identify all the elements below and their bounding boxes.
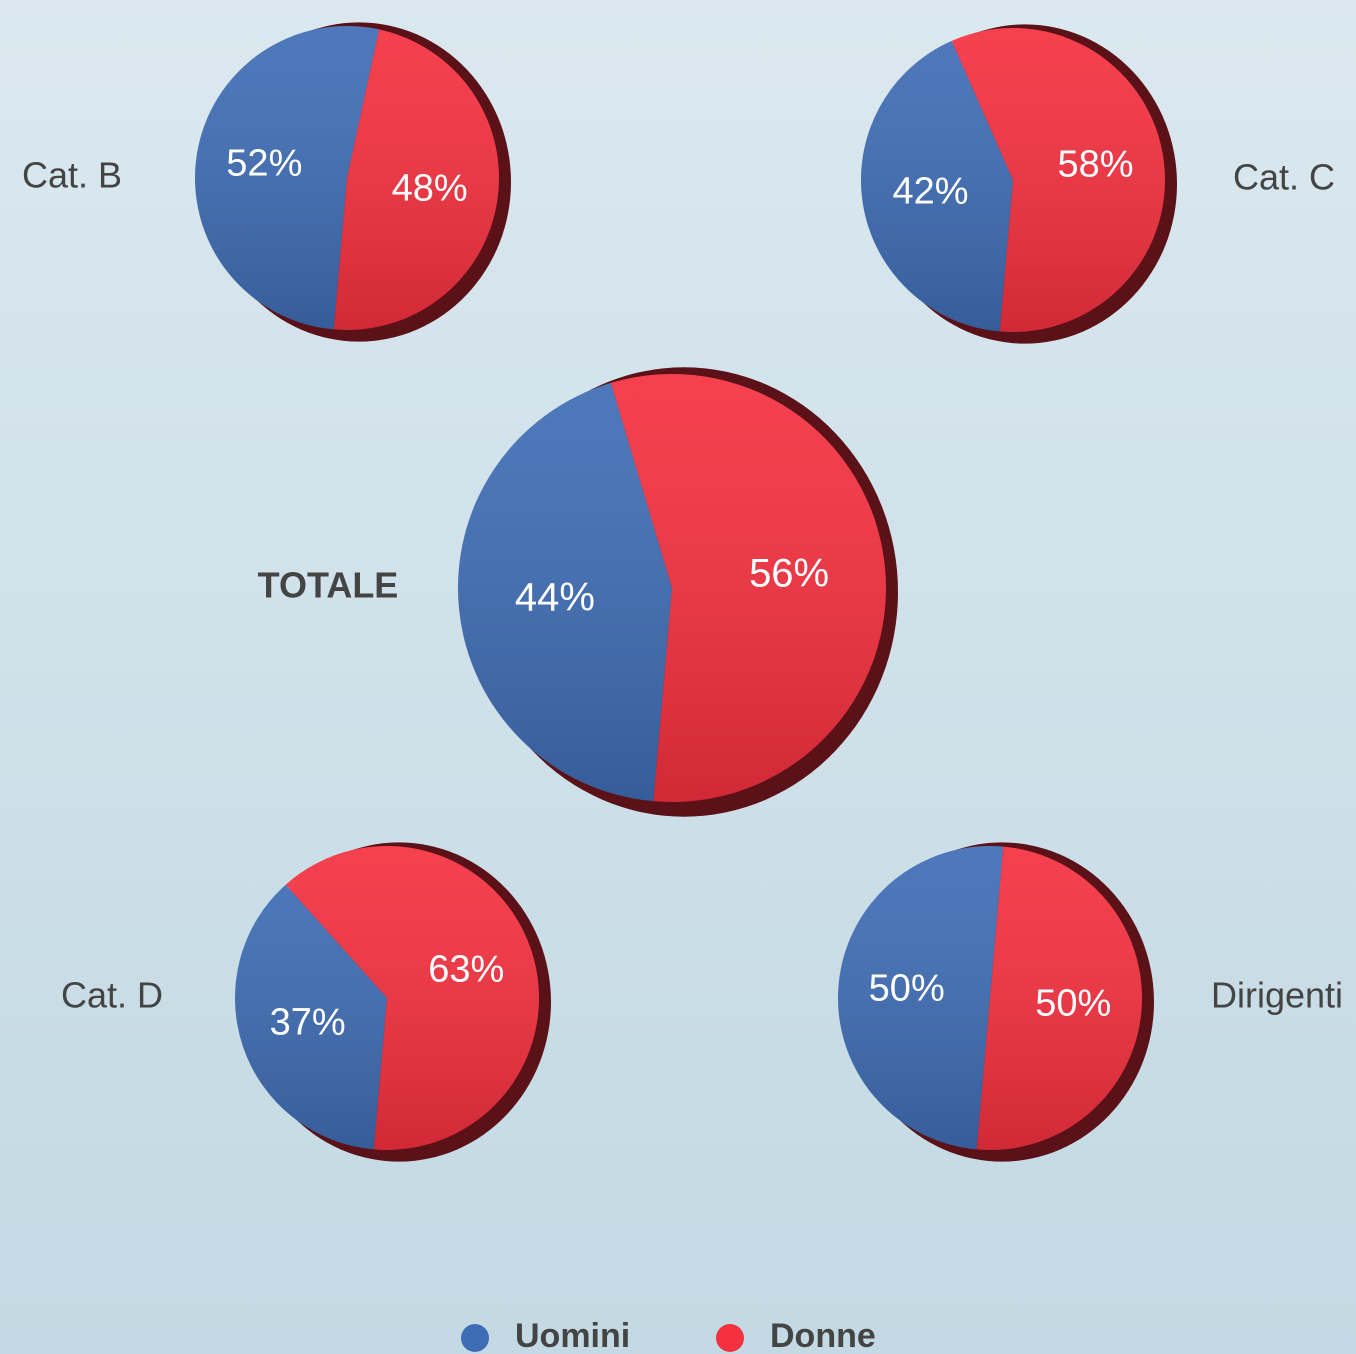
pie-shade (235, 846, 539, 1150)
pie-title: Cat. D (61, 975, 163, 1016)
pie-title: TOTALE (258, 565, 399, 606)
pie-shade (195, 26, 499, 330)
data-label: 37% (270, 1001, 346, 1043)
data-label: 42% (892, 171, 968, 213)
pie-title: Cat. B (22, 155, 122, 196)
legend-label: Donne (770, 1317, 876, 1354)
data-label: 44% (515, 575, 595, 619)
legend-marker (716, 1324, 744, 1352)
data-label: 63% (428, 949, 504, 991)
data-label: 58% (1057, 143, 1133, 185)
pie-shade (861, 28, 1165, 332)
pie-shade (458, 374, 886, 802)
pie-shade (838, 846, 1142, 1150)
pie-title: Dirigenti (1211, 975, 1343, 1016)
data-label: 50% (869, 968, 945, 1010)
data-label: 56% (749, 552, 829, 596)
legend-label: Uomini (515, 1317, 630, 1354)
legend-marker (461, 1324, 489, 1352)
pie-title: Cat. C (1233, 157, 1335, 198)
data-label: 48% (392, 168, 468, 210)
data-label: 52% (226, 143, 302, 185)
data-label: 50% (1035, 982, 1111, 1024)
